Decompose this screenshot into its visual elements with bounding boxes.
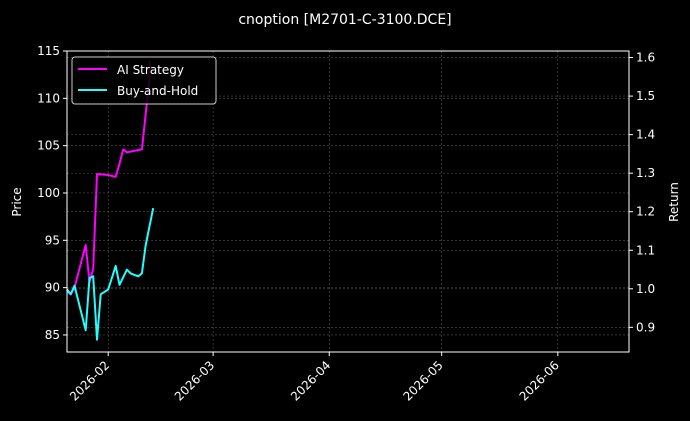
- legend-label-buy-and-hold: Buy-and-Hold: [117, 84, 198, 98]
- y-right-tick-label: 1.6: [636, 51, 655, 65]
- y-axis-right: 0.9 1.0 1.1 1.2 1.3 1.4 1.5 1.6: [629, 51, 655, 334]
- y-tick-label: 110: [37, 91, 60, 105]
- y-tick-label: 115: [37, 44, 60, 58]
- y-right-tick-label: 1.4: [636, 128, 655, 142]
- y-axis-left-title: Price: [10, 187, 24, 216]
- y-tick-label: 105: [37, 139, 60, 153]
- chart-title: cnoption [M2701-C-3100.DCE]: [238, 12, 451, 28]
- y-tick-label: 95: [45, 233, 60, 247]
- y-axis-right-title: Return: [667, 182, 681, 222]
- gridlines: [67, 50, 629, 352]
- y-tick-label: 90: [45, 281, 60, 295]
- legend-box: [71, 56, 217, 105]
- series-line-buy-and-hold: [66, 207, 155, 341]
- y-right-tick-label: 1.0: [636, 282, 655, 296]
- y-right-tick-label: 1.5: [636, 89, 655, 103]
- data-series: [66, 60, 155, 341]
- legend-label-ai-strategy: AI Strategy: [117, 63, 184, 77]
- y-tick-label: 100: [37, 186, 60, 200]
- y-right-tick-label: 1.1: [636, 243, 655, 257]
- legend: AI Strategy Buy-and-Hold: [71, 56, 217, 105]
- y-tick-label: 85: [45, 328, 60, 342]
- y-right-tick-label: 1.2: [636, 205, 655, 219]
- plot-frame: [66, 50, 630, 353]
- series-line-ai-strategy: [66, 60, 151, 296]
- y-right-tick-label: 0.9: [636, 320, 655, 334]
- y-axis-left: 85 90 95 100 105 110 115: [37, 44, 67, 342]
- y-right-tick-label: 1.3: [636, 166, 655, 180]
